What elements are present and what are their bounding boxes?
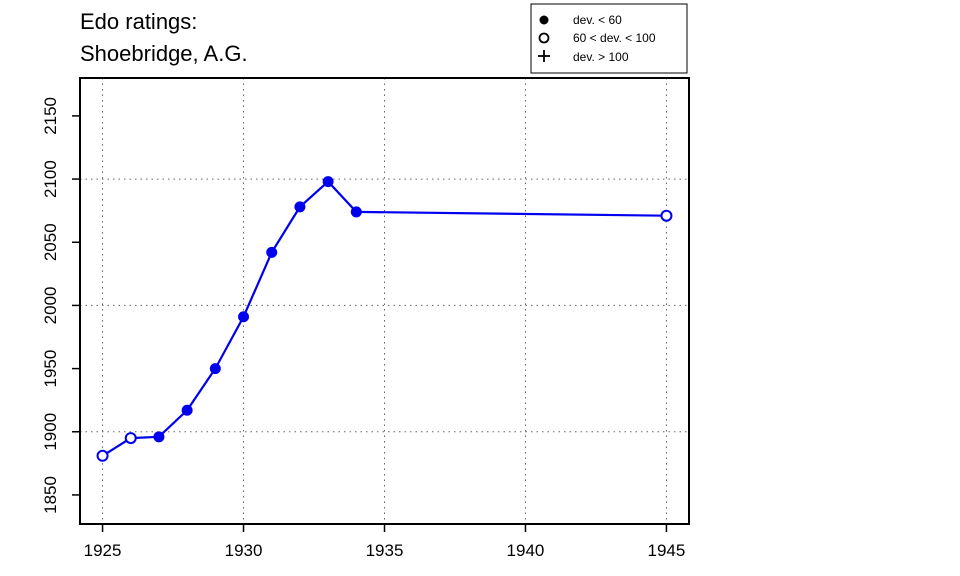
data-point-open — [96, 449, 109, 462]
data-point-filled — [350, 206, 362, 218]
x-tick-label: 1940 — [507, 541, 545, 560]
data-point-filled — [209, 363, 221, 375]
y-tick-label: 1950 — [41, 350, 60, 388]
y-axis: 1850 1900 1950 2000 2050 2100 2150 — [41, 97, 80, 514]
y-tick-label: 1900 — [41, 413, 60, 451]
data-points — [96, 176, 673, 462]
data-point-filled — [322, 176, 334, 188]
legend-open-circle-icon — [538, 32, 550, 44]
legend-label-dev-lt-60: dev. < 60 — [573, 13, 622, 27]
data-point-filled — [266, 246, 278, 258]
legend: dev. < 60 60 < dev. < 100 dev. > 100 — [530, 3, 688, 74]
plot-frame — [79, 77, 690, 525]
x-axis: 1925 1930 1935 1940 1945 — [84, 524, 686, 560]
legend-box — [530, 3, 688, 74]
data-point-open — [660, 209, 673, 222]
legend-filled-circle-icon — [539, 15, 549, 25]
data-point-filled — [294, 201, 306, 213]
y-tick-label: 2050 — [41, 223, 60, 261]
y-tick-label: 2100 — [41, 160, 60, 198]
data-point-open — [124, 432, 137, 445]
y-tick-label: 1850 — [41, 476, 60, 514]
x-tick-label: 1925 — [84, 541, 122, 560]
x-tick-label: 1945 — [648, 541, 686, 560]
x-tick-label: 1935 — [366, 541, 404, 560]
legend-plus-icon — [538, 50, 550, 62]
data-point-filled — [181, 404, 193, 416]
y-tick-label: 2150 — [41, 97, 60, 135]
grid-lines — [80, 78, 689, 524]
data-point-filled — [238, 311, 250, 323]
chart-subtitle: Shoebridge, A.G. — [80, 41, 248, 66]
legend-label-dev-gt-100: dev. > 100 — [573, 50, 629, 64]
y-tick-label: 2000 — [41, 287, 60, 325]
data-point-filled — [153, 431, 165, 443]
chart-title: Edo ratings: — [80, 9, 197, 34]
x-tick-label: 1930 — [225, 541, 263, 560]
legend-label-dev-60-100: 60 < dev. < 100 — [573, 31, 656, 45]
